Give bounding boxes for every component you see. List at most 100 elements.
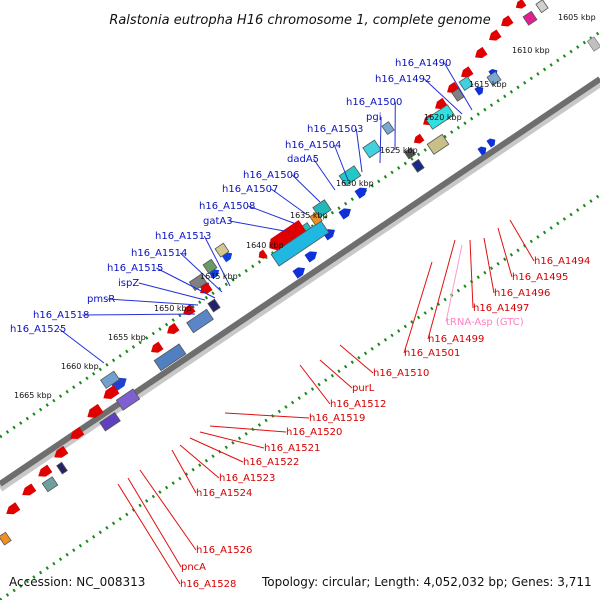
gene-feature <box>309 211 323 226</box>
tick-label: 1610 kbp <box>512 46 550 55</box>
gene-arrow <box>269 219 307 251</box>
leader-line <box>138 282 206 301</box>
gene-label: h16_A1508 <box>199 201 255 212</box>
gene-arrow <box>501 15 514 27</box>
gene-arrow <box>474 86 484 96</box>
gene-label: h16_A1503 <box>307 124 363 135</box>
gene-arrow <box>103 385 120 400</box>
leader-line <box>171 449 197 494</box>
gene-label: pgi <box>366 112 381 123</box>
gene-label: h16_A1495 <box>512 272 568 283</box>
tick-label: 1665 kbp <box>14 391 52 400</box>
gene-label: h16_A1512 <box>330 399 386 410</box>
leader-line <box>423 78 463 115</box>
leader-line <box>339 344 374 374</box>
gene-arrow <box>292 267 305 279</box>
leader-line <box>299 364 331 405</box>
gene-feature <box>486 71 502 87</box>
leader-line <box>313 158 336 191</box>
gene-feature <box>41 476 59 493</box>
gene-label: h16_A1526 <box>196 545 252 556</box>
gene-label: h16_A1518 <box>33 310 89 321</box>
gene-label: h16_A1520 <box>286 427 342 438</box>
gene-feature <box>100 370 120 389</box>
label-leaders <box>58 62 535 585</box>
gene-arrow <box>486 138 496 148</box>
gene-label: h16_A1513 <box>155 231 211 242</box>
gene-label: h16_A1514 <box>131 248 187 259</box>
tick-label: 1640 kbp <box>246 241 284 250</box>
gene-label: h16_A1510 <box>373 368 429 379</box>
gene-label: h16_A1504 <box>285 140 341 151</box>
gene-arrow <box>87 403 104 418</box>
gene-arrow <box>70 427 85 439</box>
leader-line <box>179 444 220 479</box>
gene-features <box>0 0 600 546</box>
gene-arrow <box>304 251 317 263</box>
gene-feature <box>362 139 382 159</box>
gene-label: purL <box>352 383 375 394</box>
gene-label: h16_A1522 <box>243 457 299 468</box>
leader-line <box>209 425 287 433</box>
gene-arrow <box>6 502 21 515</box>
gene-label: h16_A1496 <box>494 288 550 299</box>
gene-label: h16_A1506 <box>243 170 299 181</box>
gene-arrow <box>489 29 502 41</box>
gene-label: h16_A1490 <box>395 58 451 69</box>
gene-arrow <box>461 66 474 78</box>
leader-line <box>319 359 353 389</box>
gene-feature <box>586 36 600 52</box>
gene-feature <box>0 531 12 546</box>
leader-line <box>271 188 307 215</box>
gene-label: h16_A1519 <box>309 413 365 424</box>
leader-line <box>403 261 433 354</box>
gene-arrow <box>515 0 527 9</box>
gene-feature <box>411 158 425 173</box>
leader-line <box>333 144 349 181</box>
tick-label: 1615 kbp <box>469 80 507 89</box>
gene-feature <box>153 343 187 372</box>
gene-label: h16_A1501 <box>404 348 460 359</box>
leader-line <box>355 128 363 173</box>
leader-line <box>199 431 265 449</box>
gene-arrow <box>477 146 487 156</box>
gene-feature <box>403 147 417 160</box>
gene-feature <box>115 388 141 411</box>
gene-feature <box>338 165 362 187</box>
gene-feature <box>207 298 221 313</box>
leader-line <box>483 237 495 294</box>
gene-feature <box>426 133 450 155</box>
backbone-shadow <box>0 79 600 492</box>
leader-line <box>203 235 231 287</box>
gene-feature <box>535 0 549 14</box>
leader-line <box>509 219 535 262</box>
gene-arrow <box>38 464 53 477</box>
gene-arrow <box>183 304 196 316</box>
leader-line <box>107 298 199 306</box>
gene-arrow <box>151 341 164 353</box>
tick-label: 1660 kbp <box>61 362 99 371</box>
gene-feature <box>186 308 214 334</box>
leader-line <box>156 267 216 299</box>
gene-arrow <box>54 445 69 458</box>
leader-line <box>229 220 291 233</box>
tick-label: 1645 kbp <box>200 272 238 281</box>
leader-line <box>469 239 474 309</box>
gene-arrow <box>354 187 367 199</box>
gene-label: gatA3 <box>203 216 233 227</box>
gene-feature <box>99 412 121 432</box>
leader-line <box>117 483 181 585</box>
tick-line-inner <box>0 193 600 600</box>
gene-arrow <box>475 46 488 59</box>
leader-line <box>427 239 456 340</box>
gene-label: pmsR <box>87 294 115 305</box>
tick-label: 1605 kbp <box>558 13 596 22</box>
gene-label: h16_A1492 <box>375 74 431 85</box>
gene-label: dadA5 <box>287 154 319 165</box>
gene-label: h16_A1499 <box>428 334 484 345</box>
gene-arrow <box>435 97 448 110</box>
gene-labels: h16_A1490 h16_A1492 h16_A1500pgih16_A1503h… <box>10 58 590 590</box>
gene-label: h16_A1521 <box>264 443 320 454</box>
tick-label: 1650 kbp <box>154 304 192 313</box>
